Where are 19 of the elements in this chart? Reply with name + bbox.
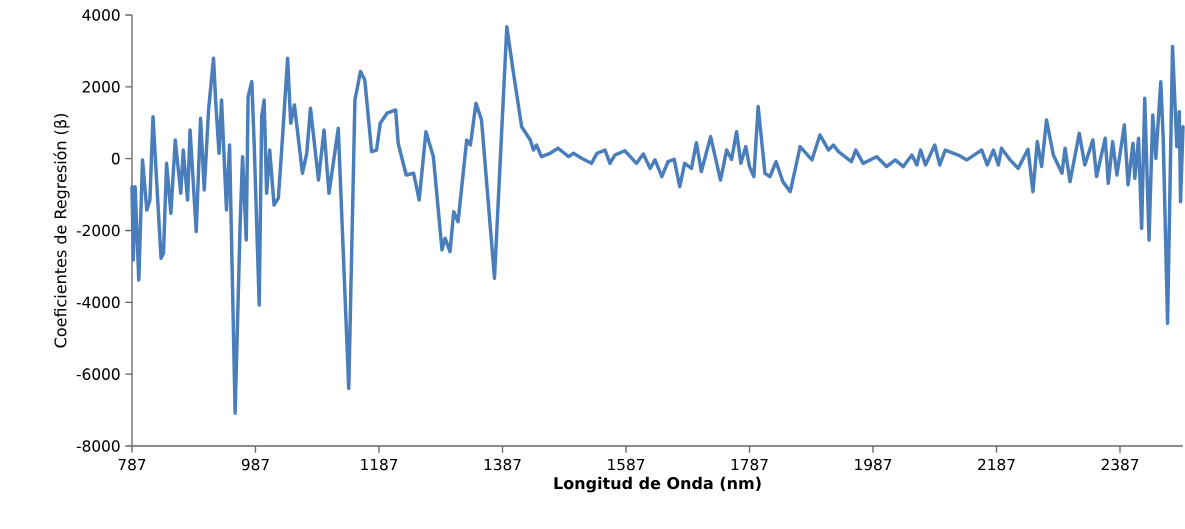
x-tick-label: 1787 xyxy=(731,458,768,471)
x-tick-label: 1587 xyxy=(608,458,645,471)
x-tick-label: 787 xyxy=(118,458,146,471)
y-tick-label: -6000 xyxy=(76,368,120,380)
y-tick-label: 4000 xyxy=(82,9,120,21)
y-tick-label: 2000 xyxy=(82,81,120,93)
x-tick-label: 2187 xyxy=(978,458,1015,471)
y-tick-label: 0 xyxy=(111,152,120,165)
x-tick-label: 2387 xyxy=(1101,458,1139,471)
x-axis-title: Longitud de Onda (nm) xyxy=(554,476,761,493)
x-tick-label: 1387 xyxy=(484,458,521,471)
y-tick-label: -4000 xyxy=(76,296,120,309)
line-series xyxy=(130,24,1185,416)
y-axis-title: Coeficientes de Regresión (β) xyxy=(53,114,70,348)
y-tick-label: -8000 xyxy=(76,440,120,452)
x-tick-label: 987 xyxy=(241,458,269,471)
x-tick-label: 1187 xyxy=(361,458,398,471)
x-tick-label: 1987 xyxy=(855,458,892,471)
y-tick-label: -2000 xyxy=(76,224,120,237)
